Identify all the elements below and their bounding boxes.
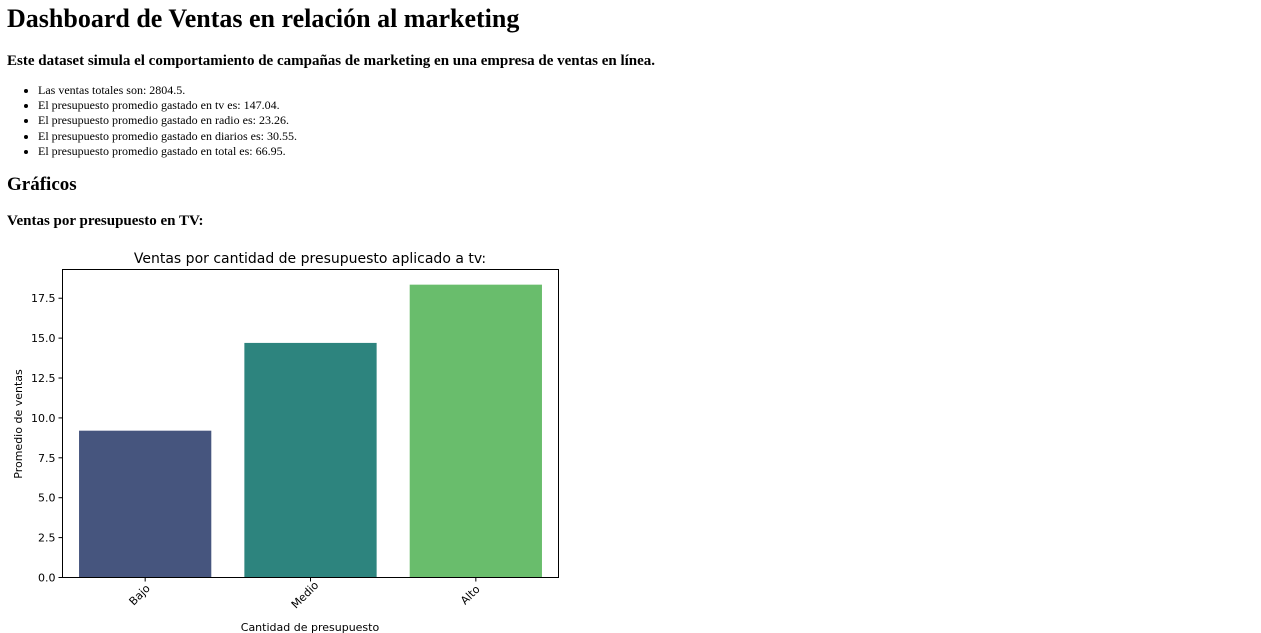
x-axis: Bajo Medio Alto bbox=[127, 577, 483, 612]
x-tick-label: Medio bbox=[289, 579, 322, 612]
x-axis-label: Cantidad de presupuesto bbox=[241, 621, 380, 633]
bar-medio bbox=[244, 342, 377, 578]
y-tick-label: 7.5 bbox=[38, 452, 56, 465]
bar-bajo bbox=[79, 430, 212, 578]
y-tick-label: 0.0 bbox=[38, 572, 56, 585]
x-tick-label: Alto bbox=[458, 583, 483, 608]
y-axis: 0.0 2.5 5.0 7.5 10.0 12.5 15.0 17.5 bbox=[31, 292, 63, 585]
stat-avg-tv: El presupuesto promedio gastado en tv es… bbox=[38, 98, 297, 113]
y-tick-label: 17.5 bbox=[31, 292, 56, 305]
stat-total-sales: Las ventas totales son: 2804.5. bbox=[38, 83, 297, 98]
y-tick-label: 15.0 bbox=[31, 332, 56, 345]
charts-section-title: Gráficos bbox=[7, 174, 77, 195]
y-axis-label: Promedio de ventas bbox=[12, 369, 25, 479]
plot-frame bbox=[62, 269, 559, 578]
stat-avg-total: El presupuesto promedio gastado en total… bbox=[38, 144, 297, 159]
y-tick-label: 5.0 bbox=[38, 492, 56, 505]
y-tick-label: 12.5 bbox=[31, 372, 56, 385]
dataset-description: Este dataset simula el comportamiento de… bbox=[7, 53, 656, 69]
x-tick-label: Bajo bbox=[127, 582, 153, 608]
chart-title: Ventas por cantidad de presupuesto aplic… bbox=[134, 251, 486, 267]
stat-avg-newspaper: El presupuesto promedio gastado en diari… bbox=[38, 129, 297, 144]
bars-group bbox=[79, 284, 542, 578]
bar-chart: Ventas por cantidad de presupuesto aplic… bbox=[12, 251, 559, 633]
y-tick-label: 10.0 bbox=[31, 412, 56, 425]
chart-heading: Ventas por presupuesto en TV: bbox=[7, 213, 204, 229]
y-tick-label: 2.5 bbox=[38, 532, 56, 545]
stats-list: Las ventas totales son: 2804.5. El presu… bbox=[7, 83, 297, 159]
page-title: Dashboard de Ventas en relación al marke… bbox=[7, 4, 520, 33]
tv-budget-chart: Ventas por cantidad de presupuesto aplic… bbox=[7, 242, 567, 633]
bar-alto bbox=[409, 284, 542, 578]
stat-avg-radio: El presupuesto promedio gastado en radio… bbox=[38, 113, 297, 128]
